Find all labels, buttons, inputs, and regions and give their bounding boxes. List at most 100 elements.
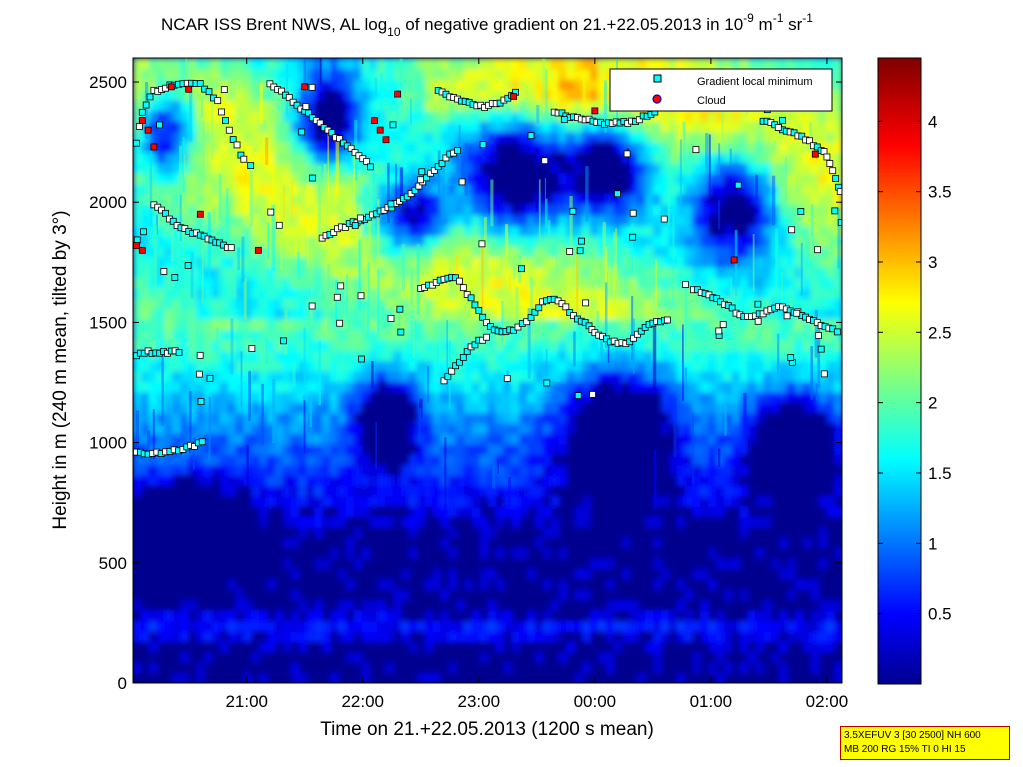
cloud-marker (138, 246, 146, 254)
legend-label-gradient-min: Gradient local minimum (697, 76, 813, 88)
gradient-min-marker (387, 200, 395, 208)
gradient-min-marker (815, 332, 822, 339)
gradient-min-marker (140, 228, 147, 236)
gradient-min-marker (298, 128, 306, 136)
gradient-min-marker (576, 247, 584, 255)
gradient-min-marker (836, 188, 842, 195)
gradient-min-marker (418, 168, 426, 176)
cloud-marker (167, 83, 175, 91)
gradient-min-marker (214, 97, 222, 105)
y-tick-label: 2500 (89, 73, 127, 92)
gradient-min-marker (788, 226, 796, 234)
gradient-min-marker (438, 160, 446, 167)
colorbar-tick-label: 2 (928, 394, 937, 413)
gradient-min-marker (280, 337, 288, 345)
gradient-min-marker (247, 162, 255, 170)
gradient-min-marker (660, 215, 668, 223)
gradient-min-marker (156, 121, 163, 129)
gradient-min-marker (797, 208, 805, 215)
gradient-min-marker (220, 86, 228, 93)
x-tick-label: 23:00 (458, 692, 501, 711)
gradient-min-marker (285, 94, 293, 101)
gradient-min-marker (160, 267, 168, 275)
gradient-min-marker (523, 318, 531, 326)
colorbar-tick-label: 1.5 (928, 464, 952, 483)
gradient-min-marker (308, 302, 316, 310)
y-tick-label: 500 (99, 554, 127, 573)
cloud-marker (382, 136, 390, 144)
y-tick-label: 2000 (89, 193, 127, 212)
gradient-min-marker (614, 190, 621, 198)
gradient-min-marker (347, 144, 355, 152)
gradient-min-marker (574, 392, 582, 399)
gradient-min-marker (336, 135, 343, 143)
gradient-min-marker (483, 333, 490, 341)
cloud-marker (144, 126, 152, 134)
gradient-min-marker (459, 354, 467, 361)
gradient-min-marker (774, 124, 782, 131)
gradient-min-marker (396, 305, 404, 313)
gradient-min-marker (826, 160, 834, 167)
gradient-min-marker (478, 240, 486, 248)
gradient-min-marker (787, 354, 795, 361)
gradient-min-marker (541, 157, 549, 165)
cloud-marker (138, 117, 146, 124)
gradient-min-marker (336, 319, 344, 327)
chart-title: NCAR ISS Brent NWS, AL log10 of negative… (161, 11, 813, 39)
gradient-min-marker (198, 438, 206, 446)
gradient-min-marker (233, 141, 241, 149)
gradient-min-marker (833, 328, 841, 336)
gradient-min-marker (389, 121, 397, 129)
cloud-marker (591, 107, 599, 115)
cloud-marker (394, 90, 401, 98)
cloud-marker (301, 83, 309, 91)
colorbar: 0.5 1 1.5 2 2.5 3 3.5 4 (877, 57, 952, 685)
gradient-min-marker (820, 370, 828, 378)
gradient-min-marker (527, 314, 535, 321)
settings-info-line-2: MB 200 RG 15% TI 0 HI 15 (844, 744, 966, 755)
gradient-min-marker (463, 348, 471, 355)
gradient-min-marker (715, 327, 723, 335)
gradient-min-marker (813, 143, 821, 151)
gradient-min-marker (817, 345, 825, 353)
cloud-marker (150, 143, 158, 151)
gradient-min-marker (829, 167, 837, 175)
gradient-min-marker (503, 375, 511, 382)
x-tick-label: 01:00 (690, 692, 733, 711)
gradient-min-marker (133, 139, 140, 147)
gradient-min-marker (275, 221, 283, 229)
gradient-min-marker (267, 208, 275, 216)
gradient-min-marker (444, 373, 452, 380)
gradient-min-marker (514, 323, 522, 331)
gradient-min-marker (798, 132, 806, 140)
gradient-min-marker (569, 207, 577, 215)
gradient-min-marker (582, 299, 590, 307)
y-tick-label: 1000 (89, 434, 127, 453)
gradient-min-marker (479, 313, 487, 321)
gradient-min-marker (626, 338, 634, 346)
gradient-min-marker (171, 274, 179, 281)
legend-marker-gradient-min (653, 74, 662, 83)
gradient-min-marker (135, 122, 143, 130)
gradient-min-marker (779, 116, 786, 124)
gradient-min-marker (448, 367, 456, 375)
colorbar-gradient (877, 57, 922, 685)
gradient-min-marker (175, 349, 183, 356)
gradient-min-marker (411, 187, 419, 194)
y-tick-label: 1500 (89, 313, 127, 332)
gradient-min-marker (793, 309, 801, 317)
gradient-min-marker (308, 83, 316, 91)
cloud-marker (133, 242, 140, 249)
colorbar-tick-label: 1 (928, 534, 937, 553)
gradient-min-marker (309, 174, 316, 182)
gradient-min-marker (302, 103, 310, 110)
gradient-min-marker (823, 153, 831, 161)
x-tick-label: 21:00 (225, 692, 268, 711)
gradient-min-marker (754, 300, 762, 308)
gradient-min-marker (293, 101, 301, 109)
gradient-min-marker (728, 304, 736, 312)
gradient-min-marker (531, 308, 539, 316)
legend: Gradient local minimum Cloud (609, 68, 833, 112)
gradient-min-marker (452, 362, 459, 370)
gradient-min-marker (471, 301, 479, 309)
